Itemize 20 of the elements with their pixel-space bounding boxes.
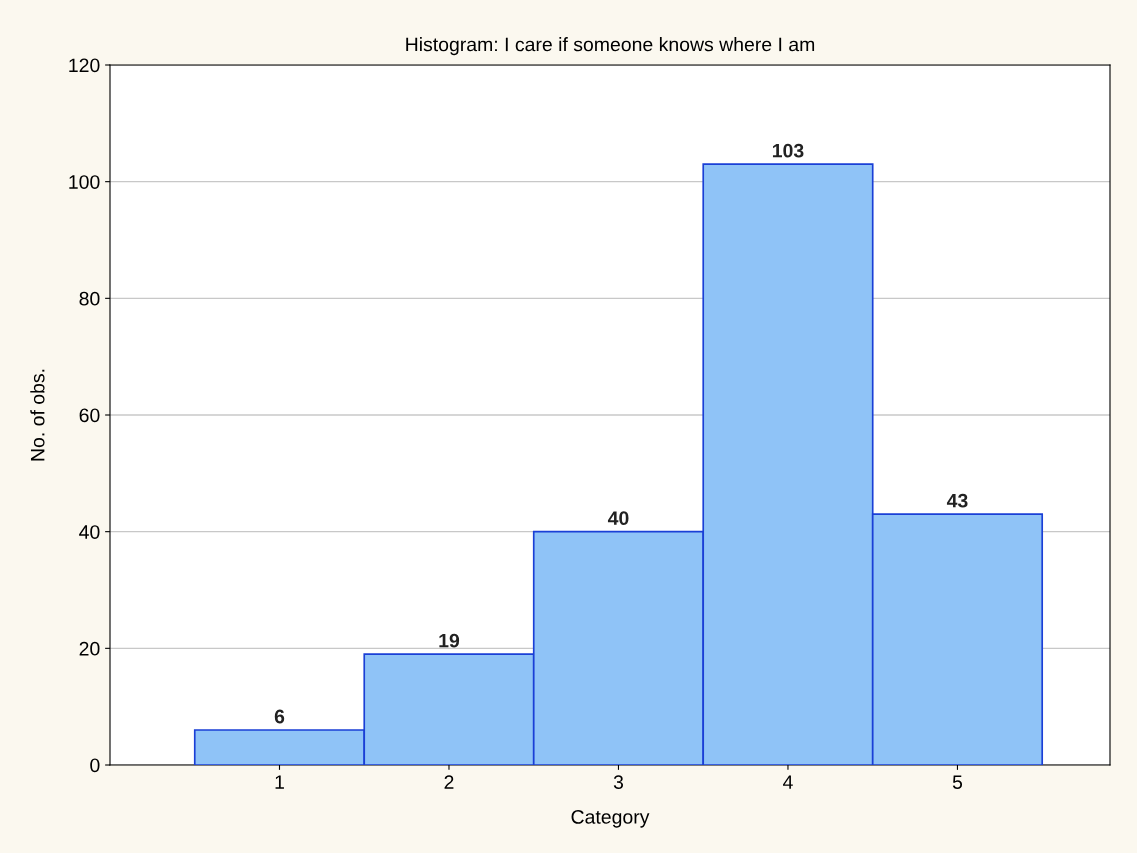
y-tick-label: 40	[79, 525, 100, 539]
y-tick-label: 20	[79, 641, 100, 656]
x-tick-label: 4	[783, 775, 793, 789]
chart-title: Histogram: I care if someone knows where I am	[406, 37, 815, 56]
y-tick-label: 60	[79, 408, 100, 423]
data-label: 43	[946, 493, 968, 508]
x-tick-label: 5	[952, 775, 963, 789]
y-axis-title: No. of obs.	[30, 369, 45, 461]
data-label: 103	[772, 143, 804, 158]
x-tick-label: 3	[613, 775, 624, 789]
x-tick-label: 2	[444, 775, 454, 789]
data-label: 40	[607, 511, 629, 526]
y-tick-label: 100	[69, 175, 100, 189]
x-tick-label: 1	[275, 775, 284, 789]
x-axis-title: Category	[571, 810, 650, 828]
y-tick-label: 80	[79, 291, 100, 306]
data-label: 6	[274, 709, 285, 724]
data-label: 19	[439, 633, 460, 648]
y-tick-label: 120	[69, 58, 100, 73]
y-tick-label: 0	[90, 758, 100, 773]
